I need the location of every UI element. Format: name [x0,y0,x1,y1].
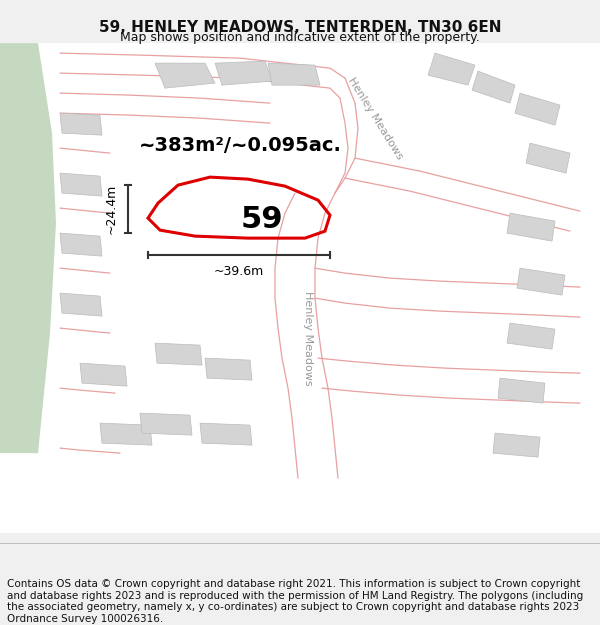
Text: ~39.6m: ~39.6m [214,265,264,278]
Text: Henley Meadows: Henley Meadows [303,291,313,386]
Polygon shape [507,323,555,349]
Text: ~383m²/~0.095ac.: ~383m²/~0.095ac. [139,136,341,154]
Polygon shape [515,93,560,125]
Polygon shape [155,63,215,88]
Text: Map shows position and indicative extent of the property.: Map shows position and indicative extent… [120,31,480,44]
Polygon shape [428,53,475,85]
Polygon shape [215,61,272,85]
Polygon shape [200,423,252,445]
Text: Henley Meadows: Henley Meadows [346,76,404,161]
Polygon shape [0,43,56,453]
Polygon shape [60,293,102,316]
Polygon shape [80,363,127,386]
Polygon shape [493,433,540,457]
Polygon shape [100,423,152,445]
Polygon shape [472,71,515,103]
Text: ~24.4m: ~24.4m [105,184,118,234]
Text: Contains OS data © Crown copyright and database right 2021. This information is : Contains OS data © Crown copyright and d… [7,579,583,624]
Polygon shape [60,113,102,135]
Polygon shape [155,343,202,365]
Polygon shape [507,213,555,241]
Polygon shape [60,173,102,196]
Polygon shape [140,413,192,435]
Polygon shape [268,63,320,85]
Polygon shape [526,143,570,173]
Text: 59: 59 [241,204,283,234]
Polygon shape [60,233,102,256]
Polygon shape [205,358,252,380]
Polygon shape [517,268,565,295]
Text: 59, HENLEY MEADOWS, TENTERDEN, TN30 6EN: 59, HENLEY MEADOWS, TENTERDEN, TN30 6EN [99,20,501,35]
Polygon shape [498,378,545,403]
